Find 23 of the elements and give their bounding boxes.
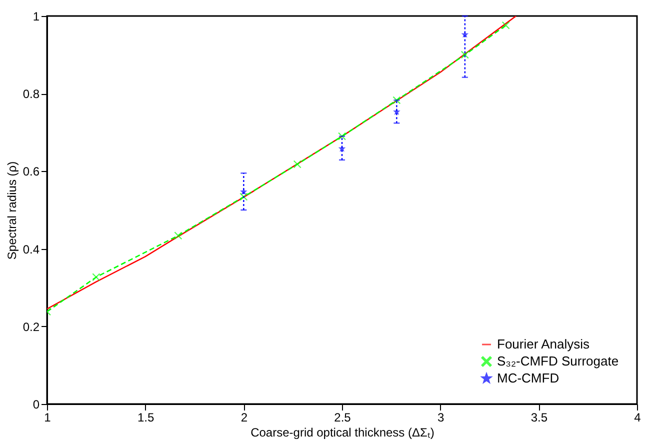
point <box>502 21 510 30</box>
legend-label: MC-CMFD <box>497 370 560 386</box>
y-tick-label: 0.4 <box>22 242 40 256</box>
y-tick-label: 0.8 <box>22 87 40 102</box>
x-tick-label: 2.5 <box>334 410 352 424</box>
y-axis-title: Spectral radius (ρ) <box>4 161 19 260</box>
x-tick-label: 3 <box>437 410 444 424</box>
y-tick-label: 0 <box>32 398 40 412</box>
point <box>461 50 469 59</box>
y-tick-label: 0.2 <box>22 320 40 334</box>
x-tick-label: 1 <box>44 410 52 424</box>
y-tick-label: 1 <box>32 10 40 24</box>
x-tick-label: 2 <box>240 410 248 424</box>
x-tick-label: 3.5 <box>530 410 548 424</box>
point <box>92 273 100 281</box>
point <box>293 160 302 168</box>
x-tick-label: 1.5 <box>137 410 154 424</box>
legend-label: S₃₂-CMFD Surrogate <box>497 354 619 368</box>
x-tick-label: 4 <box>634 410 642 424</box>
point <box>174 232 182 240</box>
x-axis-title: Coarse-grid optical thickness (ΔΣₜ) <box>250 426 434 440</box>
legend-label: Fourier Analysis <box>497 336 590 352</box>
y-tick-label: 0.6 <box>22 164 40 179</box>
